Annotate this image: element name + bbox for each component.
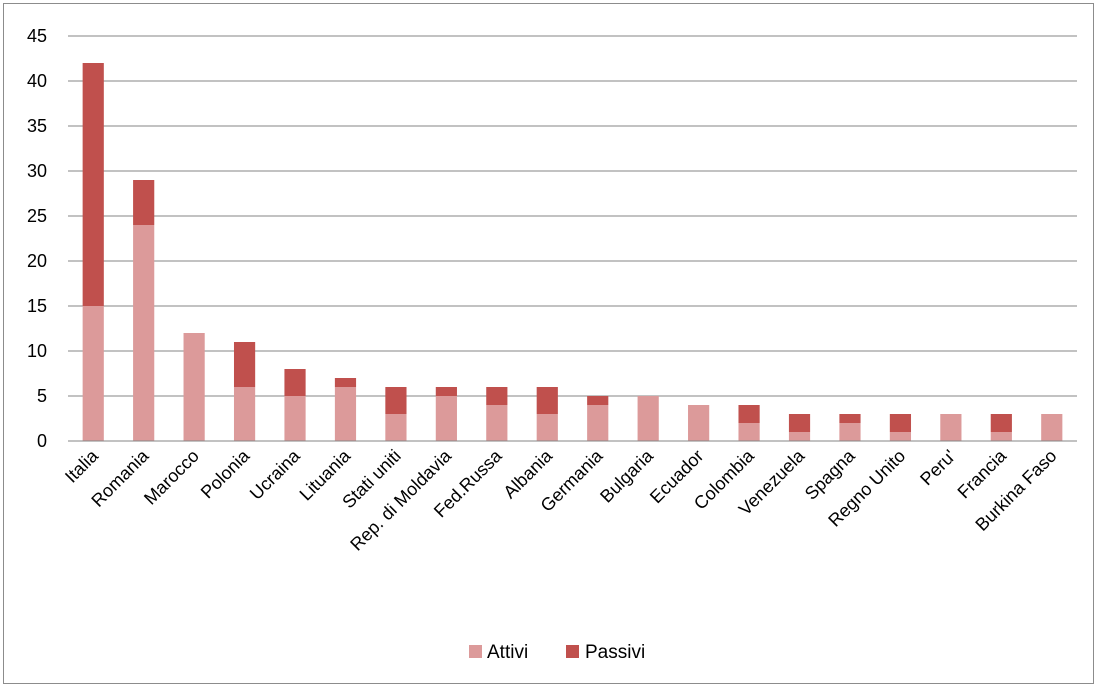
bar-attivi-8 (486, 405, 508, 441)
bar-attivi-16 (889, 432, 912, 441)
bar-attivi-4 (284, 396, 306, 441)
bar-passivi-9 (536, 387, 558, 414)
x-tick-label: Polonia (197, 445, 254, 502)
y-tick-label: 15 (27, 296, 47, 316)
bar-passivi-16 (889, 414, 912, 432)
bar-passivi-6 (385, 387, 407, 414)
y-axis-ticks: 0 5 10 15 20 25 30 35 40 45 (27, 26, 47, 451)
bar-passivi-5 (334, 378, 357, 387)
x-tick-label: Italia (61, 445, 103, 487)
bar-attivi-19 (1041, 414, 1063, 441)
bar-attivi-12 (688, 405, 710, 441)
y-tick-label: 10 (27, 341, 47, 361)
bar-passivi-4 (284, 369, 306, 396)
gridlines (68, 35, 1077, 397)
x-tick-label: Romania (87, 445, 153, 511)
y-tick-label: 5 (37, 386, 47, 406)
bar-attivi-6 (385, 414, 407, 441)
x-tick-label: Peru' (916, 446, 959, 489)
bar-attivi-3 (233, 387, 256, 441)
bars (82, 63, 1063, 441)
bar-attivi-10 (587, 405, 609, 441)
legend-label-passivi: Passivi (585, 642, 645, 663)
x-tick-label: Marocco (140, 446, 203, 509)
bar-attivi-7 (435, 396, 457, 441)
bar-passivi-15 (839, 414, 861, 423)
bar-attivi-9 (536, 414, 558, 441)
legend-label-attivi: Attivi (487, 642, 528, 663)
bar-attivi-2 (183, 333, 205, 441)
bar-attivi-0 (82, 306, 104, 441)
bar-passivi-7 (435, 387, 457, 396)
y-tick-label: 0 (37, 431, 47, 451)
legend: Attivi Passivi (469, 642, 645, 663)
legend-swatch-attivi (469, 645, 482, 658)
bar-attivi-14 (788, 432, 811, 441)
bar-passivi-13 (738, 405, 760, 423)
bar-passivi-10 (587, 396, 609, 405)
legend-swatch-passivi (566, 645, 579, 658)
bar-attivi-5 (334, 387, 357, 441)
bar-passivi-3 (233, 342, 256, 387)
y-tick-label: 30 (27, 161, 47, 181)
bar-passivi-0 (82, 63, 104, 306)
bar-passivi-14 (788, 414, 811, 432)
bar-attivi-15 (839, 423, 861, 441)
bar-attivi-13 (738, 423, 760, 441)
x-tick-label: Bulgaria (596, 445, 658, 507)
bar-attivi-11 (637, 396, 659, 441)
y-tick-label: 25 (27, 206, 47, 226)
y-tick-label: 40 (27, 71, 47, 91)
x-tick-label: Ucraina (246, 445, 305, 504)
bar-passivi-1 (133, 180, 155, 225)
bar-attivi-18 (990, 432, 1012, 441)
y-tick-label: 20 (27, 251, 47, 271)
y-tick-label: 45 (27, 26, 47, 46)
y-tick-label: 35 (27, 116, 47, 136)
bar-passivi-18 (990, 414, 1012, 432)
bar-attivi-1 (133, 225, 155, 441)
x-axis-labels: ItaliaRomaniaMaroccoPoloniaUcrainaLituan… (61, 445, 1061, 555)
bar-attivi-17 (940, 414, 962, 441)
bar-passivi-8 (486, 387, 508, 405)
